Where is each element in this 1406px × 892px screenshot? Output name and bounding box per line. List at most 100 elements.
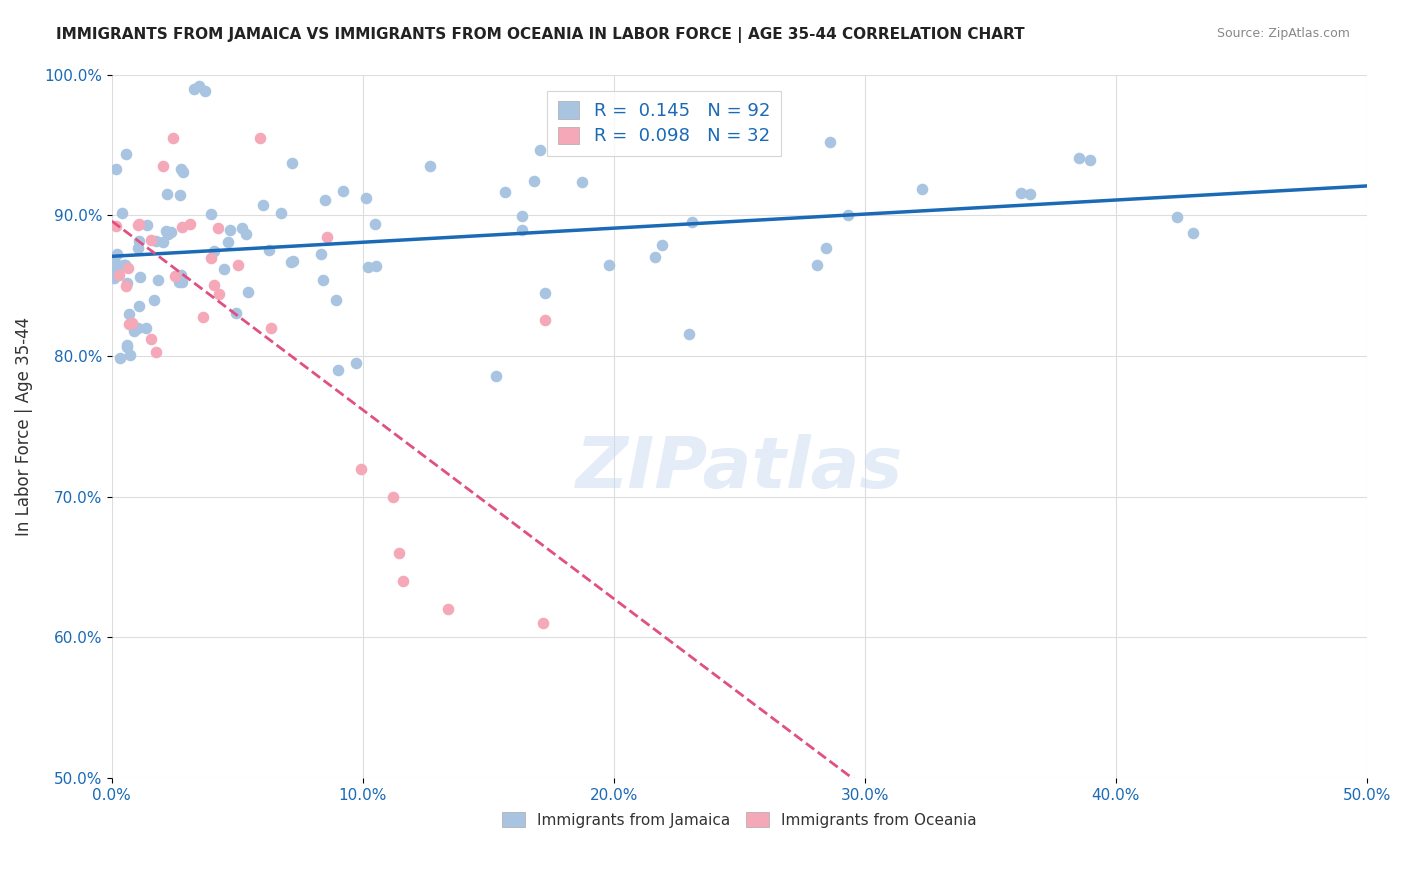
Point — [651, 237, 673, 252]
Point — [118, 318, 141, 332]
Point — [219, 223, 242, 237]
Point — [231, 221, 253, 235]
Point — [114, 279, 136, 293]
Point — [212, 261, 235, 276]
Point — [281, 254, 304, 268]
Point — [155, 224, 177, 238]
Point — [281, 156, 304, 170]
Point — [249, 131, 271, 145]
Point — [252, 198, 274, 212]
Point — [152, 235, 174, 249]
Text: ZIPatlas: ZIPatlas — [575, 434, 903, 503]
Point — [114, 258, 136, 272]
Point — [104, 261, 127, 276]
Point — [815, 241, 838, 255]
Point — [598, 259, 620, 273]
Point — [128, 234, 150, 248]
Point — [512, 209, 534, 223]
Point — [118, 348, 141, 362]
Point — [207, 220, 229, 235]
Point — [128, 299, 150, 313]
Point — [105, 246, 128, 260]
Point — [143, 293, 166, 307]
Point — [187, 78, 209, 93]
Point — [1166, 211, 1188, 225]
Point — [1181, 226, 1204, 240]
Point — [170, 268, 193, 283]
Point — [103, 252, 125, 267]
Point — [179, 217, 201, 231]
Point — [437, 602, 460, 616]
Point — [236, 285, 259, 299]
Point — [325, 293, 347, 307]
Point — [1078, 153, 1101, 168]
Text: Source: ZipAtlas.com: Source: ZipAtlas.com — [1216, 27, 1350, 40]
Point — [270, 206, 292, 220]
Point — [162, 131, 184, 145]
Point — [160, 225, 183, 239]
Point — [204, 278, 226, 293]
Point — [115, 340, 138, 354]
Point — [117, 260, 139, 275]
Point — [191, 310, 214, 324]
Point — [332, 184, 354, 198]
Point — [523, 174, 546, 188]
Point — [312, 273, 335, 287]
Point — [200, 207, 222, 221]
Point — [485, 369, 508, 384]
Point — [818, 135, 841, 149]
Point — [114, 258, 136, 272]
Legend: Immigrants from Jamaica, Immigrants from Oceania: Immigrants from Jamaica, Immigrants from… — [496, 806, 983, 834]
Point — [169, 161, 191, 176]
Point — [315, 230, 337, 244]
Point — [344, 356, 367, 370]
Point — [260, 320, 283, 334]
Point — [328, 363, 350, 377]
Point — [115, 276, 138, 290]
Point — [226, 258, 249, 272]
Point — [534, 285, 557, 300]
Point — [534, 312, 557, 326]
Point — [127, 320, 149, 334]
Point — [314, 193, 336, 207]
Point — [419, 160, 441, 174]
Point — [183, 81, 205, 95]
Point — [121, 316, 143, 330]
Point — [169, 188, 191, 202]
Point — [145, 234, 167, 248]
Point — [129, 269, 152, 284]
Point — [350, 461, 373, 475]
Point — [357, 260, 380, 275]
Point — [837, 208, 859, 222]
Point — [911, 182, 934, 196]
Point — [108, 351, 131, 365]
Point — [146, 273, 169, 287]
Point — [117, 307, 139, 321]
Point — [135, 321, 157, 335]
Point — [200, 252, 222, 266]
Point — [169, 276, 191, 290]
Point — [105, 219, 128, 233]
Point — [309, 247, 332, 261]
Point — [235, 227, 257, 242]
Point — [145, 345, 167, 359]
Point — [571, 175, 593, 189]
Point — [204, 244, 226, 258]
Point — [128, 217, 150, 231]
Point — [172, 275, 194, 289]
Point — [280, 254, 302, 268]
Point — [136, 218, 159, 232]
Point — [115, 146, 138, 161]
Point — [681, 215, 703, 229]
Point — [364, 217, 387, 231]
Point — [510, 223, 533, 237]
Point — [152, 160, 174, 174]
Point — [217, 235, 239, 249]
Point — [141, 333, 163, 347]
Point — [678, 326, 700, 341]
Point — [156, 227, 179, 241]
Point — [208, 287, 231, 301]
Point — [105, 161, 128, 176]
Point — [127, 242, 149, 256]
Point — [108, 268, 131, 282]
